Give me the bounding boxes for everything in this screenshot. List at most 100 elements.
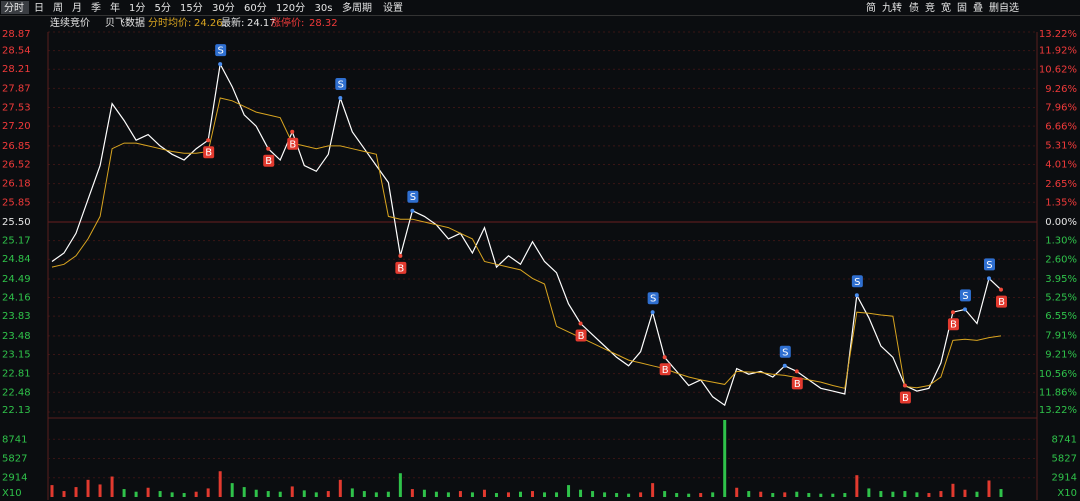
volume-bar	[266, 491, 270, 497]
volume-bar	[591, 491, 595, 497]
toolbar-button[interactable]: 周	[53, 2, 63, 14]
toolbar-button[interactable]: 多周期	[342, 1, 372, 14]
volume-bar	[771, 493, 775, 497]
volume-bar	[579, 489, 583, 497]
toolbar-button[interactable]: 60分	[244, 2, 267, 14]
y-tick-label: 28.54	[2, 46, 31, 57]
toolbar-button[interactable]: 分时	[4, 2, 24, 14]
signal-badge	[996, 295, 1007, 308]
volume-bar	[531, 491, 535, 497]
y-tick-label: 26.85	[2, 141, 31, 152]
volume-bar	[867, 488, 871, 497]
toolbar-button[interactable]: 竞	[925, 1, 935, 14]
toolbar-button[interactable]: 九转	[882, 1, 902, 14]
toolbar-button[interactable]: 月	[72, 2, 82, 14]
volume-bar	[747, 491, 751, 497]
volume-bar	[711, 492, 715, 497]
volume-tick-label: 8741	[2, 434, 27, 445]
signal-badge	[203, 146, 215, 159]
volume-bar	[194, 491, 198, 497]
y2-tick-label: 11.86%	[1039, 387, 1077, 398]
toolbar-button[interactable]: 设置	[383, 2, 403, 14]
volume-bar	[386, 491, 390, 497]
volume-bar	[506, 492, 510, 497]
volume-bar	[62, 491, 66, 497]
toolbar-button[interactable]: 30s	[315, 3, 333, 14]
y-tick-label: 22.48	[2, 387, 31, 398]
y-tick-label: 28.87	[2, 29, 31, 40]
toolbar-button[interactable]: 删自选	[989, 1, 1019, 14]
volume-bar	[74, 487, 78, 497]
volume-bar	[470, 492, 474, 497]
toolbar-button[interactable]: 年	[110, 1, 120, 14]
volume-bar	[122, 489, 126, 497]
signal-label: S	[782, 347, 788, 358]
volume-bar	[795, 491, 799, 497]
series-line	[51, 97, 1002, 389]
y2-tick-label: 10.62%	[1039, 64, 1077, 75]
signal-dot	[218, 62, 223, 67]
volume-bar	[819, 493, 823, 497]
volume-bar	[903, 491, 907, 497]
y-tick-label: 27.20	[2, 121, 31, 132]
toolbar-button[interactable]: 固	[957, 2, 967, 14]
volume-tick-label: 2914	[2, 473, 27, 484]
y2-tick-label: 7.96%	[1045, 103, 1077, 114]
y2-tick-label: 4.01%	[1045, 159, 1077, 170]
y2-tick-label: 10.56%	[1039, 369, 1077, 380]
header-text: 均价:	[168, 17, 191, 29]
toolbar-button[interactable]: 季	[91, 2, 101, 14]
signal-badge	[335, 77, 347, 90]
y2-tick-label: 6.55%	[1045, 311, 1077, 322]
volume-bar	[951, 483, 955, 497]
signal-dot	[782, 363, 787, 368]
volume-bar	[999, 489, 1003, 497]
signal-dot	[290, 129, 295, 134]
volume-bar	[494, 493, 498, 497]
signal-dot	[410, 208, 415, 213]
volume-bar	[603, 492, 607, 497]
volume-bar	[338, 479, 342, 497]
toolbar-button[interactable]: 简	[866, 1, 876, 14]
toolbar-button[interactable]: 1分	[129, 2, 145, 14]
signal-dot	[578, 321, 583, 326]
y-tick-label: 26.18	[2, 179, 31, 190]
signal-label: B	[265, 156, 272, 167]
y2-tick-label: 9.26%	[1045, 84, 1077, 95]
y-tick-label: 25.85	[2, 197, 31, 208]
toolbar-button[interactable]: 债	[909, 1, 919, 14]
volume-bar	[350, 488, 354, 497]
volume-bar	[927, 493, 931, 497]
y-tick-label: 23.83	[2, 311, 31, 322]
toolbar-button[interactable]: 120分	[276, 2, 305, 14]
y-tick-label: 22.13	[2, 405, 31, 416]
volume-bar	[783, 492, 787, 497]
y2-tick-label: 1.30%	[1045, 236, 1077, 247]
signal-label: S	[986, 260, 992, 271]
toolbar-button[interactable]: 15分	[180, 2, 203, 14]
toolbar-button[interactable]: 叠	[973, 2, 983, 14]
signal-dot	[206, 138, 211, 143]
toolbar-active	[1, 1, 29, 14]
volume-bar	[518, 491, 522, 497]
signal-badge	[395, 261, 407, 274]
toolbar-button[interactable]: 日	[34, 3, 44, 14]
y2-tick-label: 5.25%	[1045, 292, 1077, 303]
signal-badge	[407, 190, 419, 203]
volume-bar	[86, 479, 90, 497]
toolbar-button[interactable]: 宽	[941, 1, 951, 14]
y-tick-label: 23.48	[2, 331, 31, 342]
signal-label: S	[410, 192, 416, 203]
volume-bar	[543, 492, 547, 497]
volume-bar	[699, 493, 703, 497]
toolbar-button[interactable]: 5分	[155, 2, 171, 14]
volume-bar	[278, 491, 282, 497]
signal-dot	[902, 383, 907, 388]
signal-dot	[999, 287, 1003, 292]
toolbar-button[interactable]: 30分	[212, 2, 235, 14]
y2-tick-label: 5.31%	[1045, 141, 1077, 152]
volume-unit: X10	[1057, 488, 1077, 499]
volume-bar	[446, 492, 450, 497]
signal-label: B	[998, 297, 1005, 308]
signal-badge	[779, 345, 791, 358]
